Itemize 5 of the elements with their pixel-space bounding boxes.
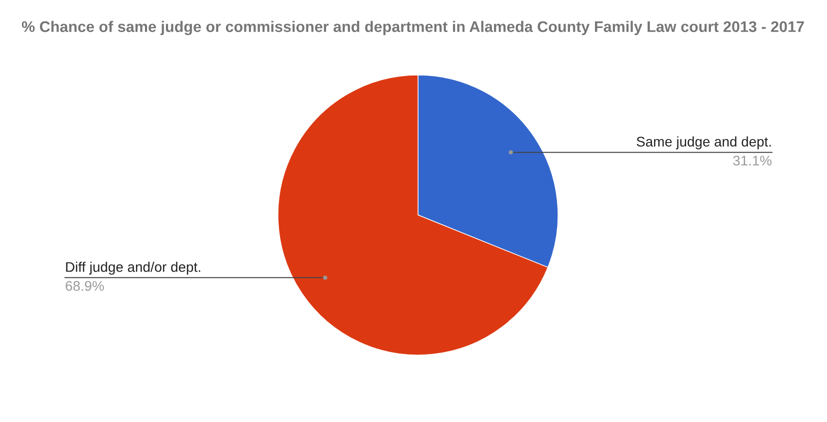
slice-label: Diff judge and/or dept.: [66, 262, 200, 275]
data-label: 68.9%: [66, 281, 104, 291]
data-label: 31.1%: [733, 156, 772, 166]
slice-label: Same judge and dept.: [636, 136, 771, 150]
chart-title: % Chance of same judge or commissioner and department in Alameda County Family Law court 2013 - 2017: [22, 20, 804, 36]
